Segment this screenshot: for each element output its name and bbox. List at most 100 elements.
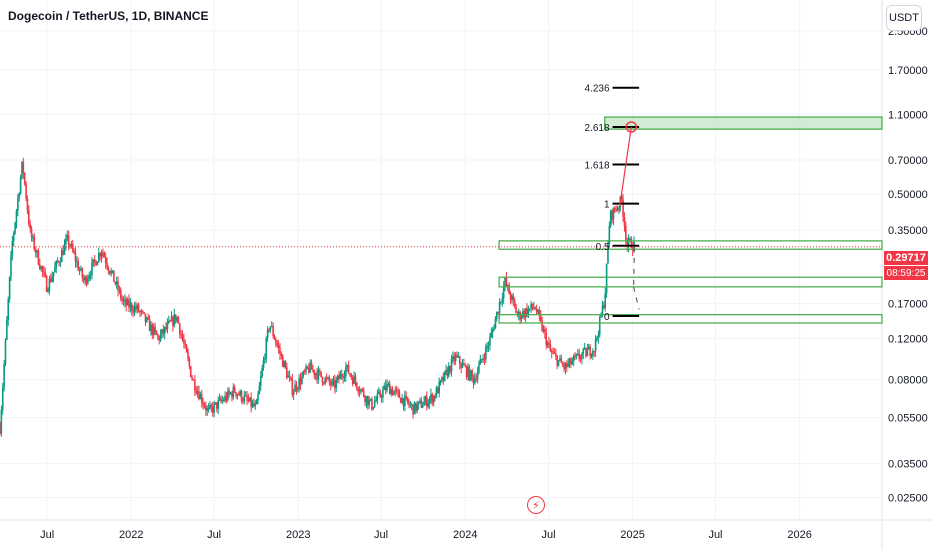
candle-body	[572, 356, 575, 362]
candle-body	[251, 402, 254, 407]
candle-body	[417, 401, 420, 405]
candle-body	[77, 261, 80, 271]
candle-body	[279, 347, 281, 354]
candle-body	[506, 284, 509, 286]
candle-body	[357, 388, 359, 392]
lightning-icon[interactable]: ⚡	[527, 496, 545, 514]
candle-body	[0, 409, 3, 434]
candle-body	[596, 337, 598, 340]
fib-level-label: 1.618	[585, 160, 610, 171]
candle-body	[564, 363, 567, 369]
candle-body	[456, 354, 458, 357]
candle-body	[316, 373, 318, 380]
candle-body	[537, 310, 539, 313]
candle-body	[96, 261, 99, 266]
candle-body	[375, 399, 377, 402]
candle-body	[202, 402, 204, 405]
candle-body	[458, 356, 461, 365]
candle-body	[423, 401, 425, 406]
candle-body	[10, 254, 12, 278]
candle-body	[534, 307, 537, 310]
candle-body	[47, 290, 49, 292]
candle-body	[520, 316, 523, 320]
candle-body	[254, 404, 257, 407]
currency-button[interactable]: USDT	[886, 5, 922, 31]
candle-body	[427, 402, 429, 407]
fib-level-label: 1	[604, 200, 610, 211]
y-tick-label: 0.08000	[888, 375, 928, 387]
candle-body	[625, 225, 627, 240]
candle-body	[524, 308, 527, 318]
candle-body	[140, 310, 143, 312]
candle-body	[397, 389, 399, 392]
fib-level-label: 2.618	[585, 123, 610, 134]
candle-body	[519, 311, 521, 320]
projection-line	[632, 246, 636, 287]
candle-body	[104, 257, 107, 263]
candle-body	[297, 388, 299, 391]
candle-body	[303, 371, 306, 373]
candle-body	[80, 268, 82, 271]
candle-body	[493, 328, 495, 330]
candle-body	[71, 244, 74, 251]
candle-body	[292, 391, 295, 395]
candle-body	[362, 389, 365, 397]
candle-body	[298, 378, 300, 389]
x-tick-label: Jul	[207, 529, 221, 541]
candle-body	[33, 236, 36, 250]
candle-body	[62, 250, 64, 255]
candle-body	[34, 249, 37, 253]
candle-body	[461, 363, 464, 368]
candle-body	[474, 378, 476, 384]
candle-body	[471, 370, 473, 376]
time-axis[interactable]: Jul 2022 Jul 2023 Jul 2024 Jul 2025 Jul 2026	[40, 529, 812, 541]
candle-body	[511, 295, 513, 300]
y-tick-label: 0.05500	[888, 413, 928, 425]
candle-body	[346, 364, 349, 368]
candle-body	[575, 354, 578, 357]
candle-body	[603, 305, 605, 308]
candle-body	[150, 324, 152, 332]
candle-body	[419, 400, 421, 402]
candle-body	[54, 267, 56, 273]
candle-body	[181, 334, 184, 340]
candle-body	[103, 253, 106, 258]
candle-body	[291, 379, 294, 395]
x-tick-label: Jul	[40, 529, 54, 541]
candle-body	[122, 300, 125, 302]
candle-body	[340, 373, 343, 377]
candle-body	[627, 239, 630, 247]
candle-body	[501, 298, 504, 302]
candle-body	[290, 377, 292, 380]
candle-body	[409, 404, 412, 406]
candle-body	[371, 398, 373, 410]
candle-body	[305, 366, 307, 372]
candle-body	[401, 397, 403, 403]
candle-body	[590, 355, 593, 357]
candle-body	[184, 343, 187, 346]
candle-body	[609, 210, 612, 226]
candle-body	[614, 207, 616, 211]
candle-body	[379, 391, 381, 397]
candle-body	[369, 398, 372, 400]
candle-body	[194, 379, 196, 391]
candle-body	[276, 343, 279, 346]
candle-body	[146, 317, 148, 322]
candle-body	[141, 310, 144, 313]
candle-body	[213, 403, 215, 413]
candle-body	[485, 346, 487, 360]
candle-body	[111, 270, 114, 272]
target-circle	[625, 121, 638, 133]
candle-body	[60, 250, 63, 262]
candle-body	[527, 308, 530, 316]
candle-body	[324, 377, 327, 384]
candle-body	[17, 198, 19, 211]
candle-body	[155, 330, 158, 335]
y-tick-label: 0.50000	[888, 189, 928, 201]
candle-body	[479, 359, 482, 365]
candle-body	[439, 380, 442, 382]
candle-body	[7, 299, 10, 321]
price-axis[interactable]: 2.500001.700001.100000.700000.500000.350…	[888, 26, 928, 504]
